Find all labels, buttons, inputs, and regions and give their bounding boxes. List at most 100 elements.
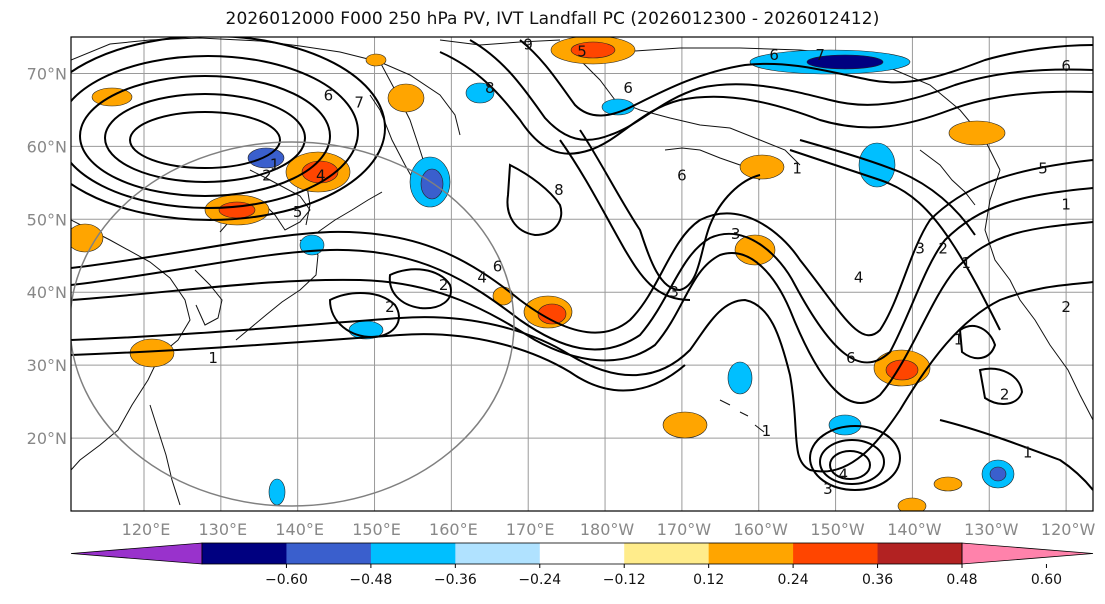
longitude-label: 170°W [657, 520, 712, 539]
contour-label: 2 [439, 276, 449, 294]
anomaly-negative-kamchatka-core [420, 168, 444, 200]
longitude-label: 150°W [810, 520, 865, 539]
longitude-label: 120°E [122, 520, 171, 539]
longitude-label: 120°W [1041, 520, 1096, 539]
anomaly-positive-gulf-alaska [734, 234, 776, 266]
pv-contour-east-2 [978, 367, 1024, 405]
pv-contour-closed-low-2 [104, 93, 306, 183]
anomaly-positive-siberia [387, 83, 425, 113]
pv-contour-pacific-loop-2 [559, 139, 691, 301]
pv-contour-arctic-2 [469, 39, 1093, 141]
contour-label: 6 [846, 349, 856, 367]
colorbar-segment [455, 543, 541, 564]
colorbar-segment [286, 543, 372, 564]
pv-contour-arctic-3 [519, 39, 1093, 117]
coastline-asia-north [71, 37, 461, 136]
pv-contour-kamchatka-1 [506, 163, 563, 237]
colorbar-tick-label: −0.24 [518, 572, 561, 588]
contour-label: 6 [324, 86, 334, 104]
anomaly-negative-arctic-west [465, 82, 495, 104]
anomaly-positive-alaska-south [739, 154, 785, 180]
coastline-korea [194, 269, 223, 326]
anomaly-positive-tropics-far-east [897, 497, 927, 511]
pv-contour-pacific-small-2 [388, 268, 452, 310]
colorbar-segment [370, 543, 456, 564]
pv-contour-closed-low-1 [129, 111, 281, 169]
colorbar-tick-label: −0.36 [434, 572, 477, 588]
longitude-label: 150°E [352, 520, 401, 539]
latitude-labels: 70°N 60°N 50°N 40°N 30°N 20°N [27, 64, 67, 448]
colorbar-tick-label: 0.48 [946, 572, 977, 588]
coastline-russia-arctic [439, 39, 561, 46]
coastline-japan [235, 239, 319, 341]
pv-contour-east-3 [939, 419, 1093, 491]
pv-contour-pacific-small [328, 292, 400, 339]
map-title: 2026012000 F000 250 hPa PV, IVT Landfall… [225, 9, 880, 29]
pv-contour-closed-low-5 [71, 37, 386, 221]
anomaly-positive-tropics-east [933, 476, 963, 492]
contour-label: 8 [554, 181, 564, 199]
anomaly-positive-west-edge [71, 223, 104, 253]
anomaly-negative-hawaii-north [727, 361, 753, 395]
anomaly-negative-gulf-alaska [858, 142, 896, 188]
colorbar-tick-label: −0.60 [265, 572, 308, 588]
coastline-hawaii [719, 399, 765, 433]
colorbar-segment [877, 543, 963, 564]
contour-label: 3 [731, 225, 741, 243]
colorbar-segment [624, 543, 710, 564]
pv-contour-jet-4 [71, 281, 1093, 473]
longitude-label: 170°E [506, 520, 555, 539]
contour-label: 1 [1023, 444, 1033, 462]
longitude-labels: 120°E 130°E 140°E 150°E 160°E 170°E 180°W 170°W… [122, 520, 1096, 539]
contour-label: 1 [208, 349, 218, 367]
contour-label: 4 [838, 466, 848, 484]
contour-label: 6 [1061, 57, 1071, 75]
contour-label: 1 [792, 159, 802, 177]
contour-label: 1 [270, 156, 280, 174]
longitude-label: 140°W [887, 520, 942, 539]
longitude-label: 160°E [429, 520, 478, 539]
pv-contour-jet-5 [71, 333, 686, 392]
contour-label: 4 [854, 269, 864, 287]
colorbar-extend-min [70, 542, 203, 565]
pv-contour-tropical-closed-3 [809, 425, 901, 491]
latitude-label: 70°N [27, 64, 67, 83]
contour-label: 1 [961, 254, 971, 272]
colorbar-tick-label: 0.60 [1031, 572, 1062, 588]
longitude-label: 160°W [734, 520, 789, 539]
latitude-label: 30°N [27, 356, 67, 375]
pv-contour-closed-low-3 [79, 75, 331, 197]
anomaly-negative-bering [601, 98, 635, 116]
contour-label: 5 [1038, 159, 1048, 177]
coastline-bering [579, 59, 801, 166]
longitude-label: 180°W [580, 520, 635, 539]
latitude-label: 20°N [27, 429, 67, 448]
contour-label: 6 [769, 46, 779, 64]
contour-label: 4 [316, 167, 326, 185]
contour-label: 1 [1061, 196, 1071, 214]
anomaly-negative-tropics-east-core [989, 466, 1007, 482]
colorbar-segment [708, 543, 794, 564]
contour-label: 6 [493, 258, 503, 276]
colorbar-segment [793, 543, 879, 564]
contour-label: 2 [1000, 385, 1010, 403]
pv-contour-east-1 [958, 325, 997, 360]
contour-label: 1 [762, 422, 772, 440]
longitude-label: 130°E [199, 520, 248, 539]
contour-label: 7 [815, 46, 825, 64]
colorbar-outline [201, 542, 963, 565]
colorbar-segment [539, 543, 625, 564]
contour-label: 2 [262, 167, 272, 185]
coastline-philippines [149, 404, 181, 506]
colorbar-tick-label: 0.36 [862, 572, 893, 588]
contour-label: 2 [938, 239, 948, 257]
contour-label: 3 [669, 283, 679, 301]
pv-contour-tropical-closed-1 [829, 450, 871, 480]
anomaly-positive-bering-north-core [570, 41, 616, 59]
pv-contour-jet-1 [71, 159, 1093, 337]
latitude-label: 50°N [27, 210, 67, 229]
anomaly-positive-hawaii-south [662, 411, 708, 439]
anomaly-negative-philippine-sea [268, 478, 286, 506]
ivt-landfall-circle [71, 141, 515, 507]
